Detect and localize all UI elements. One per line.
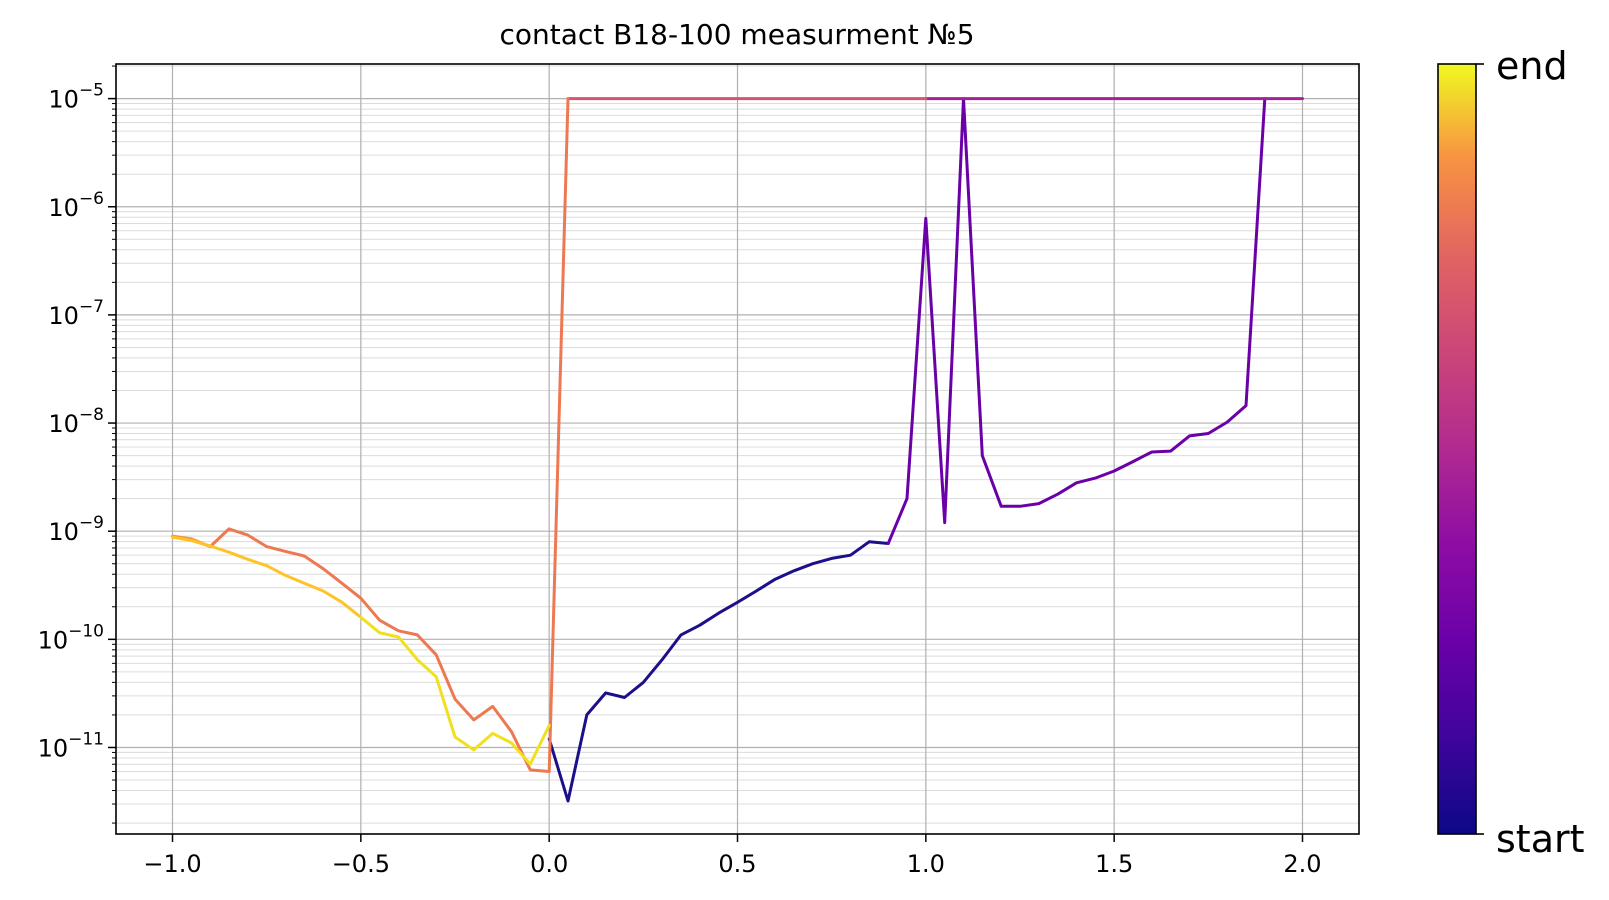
data-lines bbox=[171, 97, 1304, 803]
y-tick-label: 10−7 bbox=[48, 297, 104, 330]
x-tick-label: 1.0 bbox=[907, 850, 945, 878]
series-line-5 bbox=[208, 97, 570, 773]
series-line-7 bbox=[171, 535, 363, 619]
x-tick-label: −0.5 bbox=[332, 850, 390, 878]
y-tick-exponent: −11 bbox=[68, 729, 104, 749]
chart-title: contact B18-100 measurment №5 bbox=[499, 18, 974, 51]
y-tick-base: 10 bbox=[48, 302, 79, 330]
x-tick-label: −1.0 bbox=[143, 850, 201, 878]
y-tick-exponent: −9 bbox=[79, 513, 104, 533]
y-tick-base: 10 bbox=[48, 410, 79, 438]
y-tick-label: 10−6 bbox=[48, 189, 104, 222]
y-tick-exponent: −8 bbox=[79, 405, 104, 425]
y-tick-base: 10 bbox=[48, 86, 79, 114]
x-tick-label: 2.0 bbox=[1283, 850, 1321, 878]
series-line-8 bbox=[359, 615, 551, 766]
major-grid bbox=[116, 64, 1359, 834]
y-tick-base: 10 bbox=[48, 194, 79, 222]
y-tick-exponent: −7 bbox=[79, 297, 104, 317]
colorbar-label-start: start bbox=[1496, 817, 1585, 861]
y-tick-label: 10−10 bbox=[38, 621, 104, 654]
x-axis: −1.0 −0.5 0.0 0.5 1.0 1.5 2.0 bbox=[143, 834, 1322, 878]
y-tick-base: 10 bbox=[48, 518, 79, 546]
colorbar-label-end: end bbox=[1496, 44, 1568, 88]
y-tick-exponent: −10 bbox=[68, 621, 104, 641]
y-tick-label: 10−9 bbox=[48, 513, 104, 546]
series-line-2 bbox=[886, 97, 1267, 545]
colorbar-gradient bbox=[1437, 63, 1477, 835]
y-tick-label: 10−11 bbox=[38, 729, 104, 762]
y-tick-label: 10−5 bbox=[48, 81, 104, 114]
x-tick-label: 1.5 bbox=[1095, 850, 1133, 878]
y-tick-base: 10 bbox=[38, 626, 69, 654]
colorbar: end start bbox=[1437, 44, 1585, 861]
y-tick-label: 10−8 bbox=[48, 405, 104, 438]
x-tick-label: 0.0 bbox=[530, 850, 568, 878]
y-tick-base: 10 bbox=[38, 734, 69, 762]
y-tick-exponent: −6 bbox=[79, 189, 104, 209]
y-tick-exponent: −5 bbox=[79, 81, 104, 101]
series-line-1 bbox=[547, 540, 890, 803]
x-tick-label: 0.5 bbox=[718, 850, 756, 878]
